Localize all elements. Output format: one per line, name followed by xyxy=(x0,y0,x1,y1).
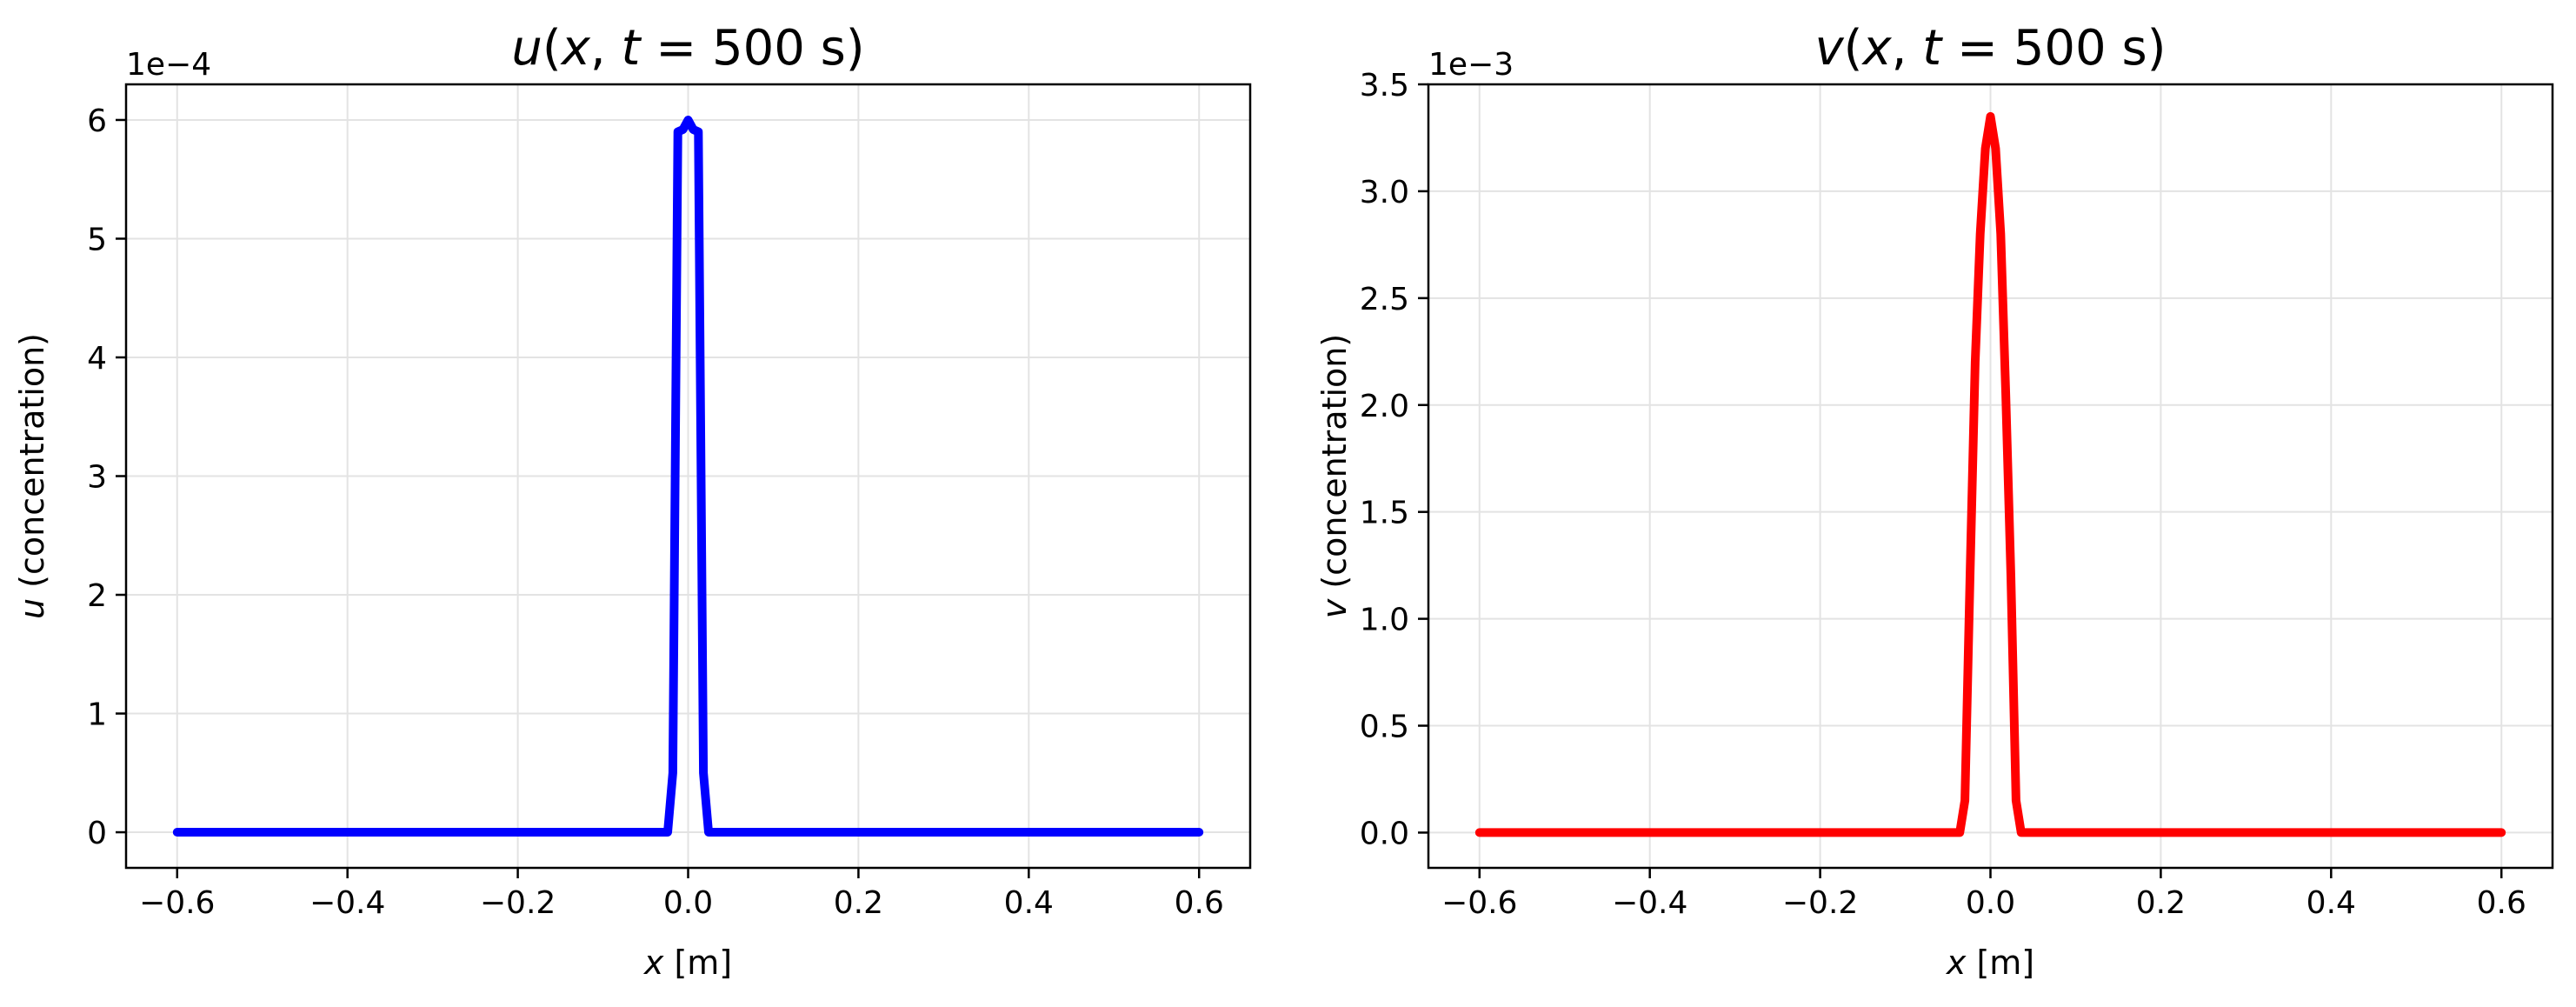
x-tick-label: 0.6 xyxy=(1175,885,1224,921)
y-tick-label: 2 xyxy=(87,578,107,614)
series-line-u xyxy=(172,116,1204,837)
y-ticks-u: 0 1 2 3 4 5 6 xyxy=(87,103,126,851)
grid-v xyxy=(1428,83,2553,868)
y-offset-label-v: 1e−3 xyxy=(1428,47,1514,83)
series-v xyxy=(1474,111,2506,837)
x-tick-label: 0.4 xyxy=(1004,885,1054,921)
x-tick-label: 0.4 xyxy=(2306,885,2356,921)
x-tick-label: 0.0 xyxy=(663,885,713,921)
x-axis-label-u: x [m] xyxy=(643,944,732,982)
x-tick-label: 0.2 xyxy=(834,885,883,921)
x-axis-label-v: x [m] xyxy=(1946,944,2034,982)
series-line-v xyxy=(1474,111,2506,837)
y-tick-label: 0.5 xyxy=(1360,710,1409,745)
y-tick-label: 1.0 xyxy=(1360,603,1409,638)
chart-title-u: u(x, t = 500 s) xyxy=(511,20,864,77)
x-tick-label: 0.2 xyxy=(2136,885,2186,921)
y-tick-label: 6 xyxy=(87,103,107,139)
chart-title-v: v(x, t = 500 s) xyxy=(1815,20,2167,77)
y-tick-label: 2.5 xyxy=(1360,282,1409,317)
x-ticks-u: −0.6 −0.4 −0.2 0.0 0.2 0.4 0.6 xyxy=(139,868,1224,921)
series-u xyxy=(172,116,1204,837)
x-tick-label: −0.4 xyxy=(1612,885,1687,921)
y-tick-label: 3.0 xyxy=(1360,175,1409,210)
x-tick-label: −0.6 xyxy=(139,885,215,921)
y-tick-label: 2.0 xyxy=(1360,389,1409,424)
y-tick-label: 1 xyxy=(87,697,107,733)
y-tick-label: 4 xyxy=(87,341,107,377)
x-tick-label: −0.6 xyxy=(1441,885,1517,921)
x-tick-label: −0.2 xyxy=(480,885,556,921)
chart-v: −0.6 −0.4 −0.2 0.0 0.2 0.4 0.6 0.0 0.5 1.0 1.5 2.0… xyxy=(1315,20,2554,982)
x-tick-label: 0.6 xyxy=(2477,885,2526,921)
chart-u: −0.6 −0.4 −0.2 0.0 0.2 0.4 0.6 0 1 2 3 4 5 6 u(x, t … xyxy=(13,20,1252,982)
x-tick-label: 0.0 xyxy=(1966,885,2015,921)
y-ticks-v: 0.0 0.5 1.0 1.5 2.0 2.5 3.0 3.5 xyxy=(1360,68,1428,851)
x-ticks-v: −0.6 −0.4 −0.2 0.0 0.2 0.4 0.6 xyxy=(1441,868,2526,921)
y-tick-label: 5 xyxy=(87,222,107,257)
x-tick-label: −0.2 xyxy=(1782,885,1858,921)
grid-u xyxy=(126,84,1250,868)
y-tick-label: 0 xyxy=(87,816,107,851)
y-axis-label-v: v (concentration) xyxy=(1315,334,1354,618)
y-axis-label-u: u (concentration) xyxy=(13,333,51,619)
y-tick-label: 0.0 xyxy=(1360,816,1409,851)
y-tick-label: 1.5 xyxy=(1360,496,1409,531)
x-tick-label: −0.4 xyxy=(310,885,385,921)
y-offset-label-u: 1e−4 xyxy=(126,47,211,83)
y-tick-label: 3 xyxy=(87,460,107,496)
y-tick-label: 3.5 xyxy=(1360,68,1409,103)
